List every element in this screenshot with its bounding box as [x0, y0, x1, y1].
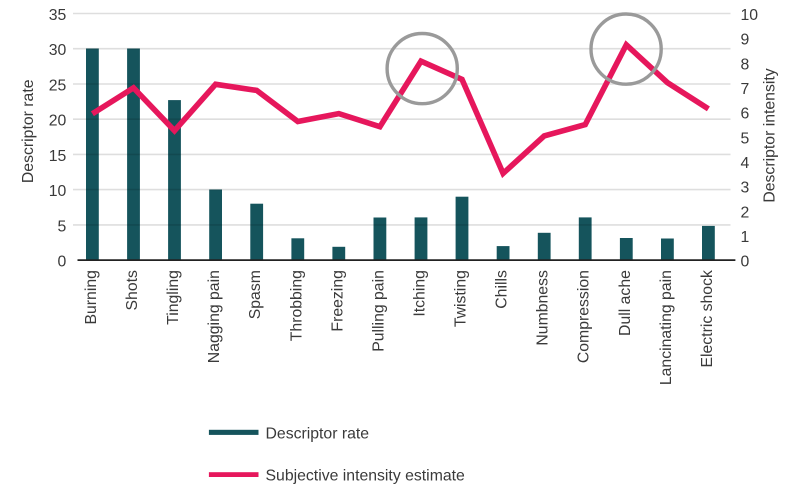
svg-text:Subjective intensity estimate: Subjective intensity estimate [266, 467, 466, 484]
svg-text:Descriptor intensity: Descriptor intensity [762, 68, 779, 202]
svg-text:Electric shock: Electric shock [699, 270, 716, 368]
svg-text:2: 2 [741, 204, 750, 221]
svg-text:4: 4 [741, 155, 750, 172]
svg-text:Tingling: Tingling [165, 270, 182, 325]
svg-text:Numbness: Numbness [535, 270, 552, 346]
svg-text:Throbbing: Throbbing [288, 270, 305, 341]
svg-text:30: 30 [49, 42, 67, 59]
svg-text:Compression: Compression [576, 270, 593, 363]
svg-text:Burning: Burning [83, 270, 100, 324]
svg-text:35: 35 [49, 7, 67, 24]
svg-text:7: 7 [741, 81, 750, 98]
svg-text:Itching: Itching [411, 270, 428, 317]
svg-text:Pulling pain: Pulling pain [370, 270, 387, 352]
svg-text:10: 10 [741, 7, 759, 24]
svg-text:5: 5 [741, 130, 750, 147]
svg-text:Twisting: Twisting [452, 270, 469, 327]
svg-text:Spasm: Spasm [247, 270, 264, 319]
svg-text:0: 0 [58, 254, 67, 271]
svg-text:1: 1 [741, 229, 750, 246]
svg-text:8: 8 [741, 56, 750, 73]
svg-text:5: 5 [58, 218, 67, 235]
svg-text:Lancinating pain: Lancinating pain [658, 270, 675, 385]
svg-text:Shots: Shots [124, 270, 141, 310]
svg-text:3: 3 [741, 180, 750, 197]
svg-text:20: 20 [49, 113, 67, 130]
svg-text:Descriptor rate: Descriptor rate [266, 425, 370, 442]
svg-text:15: 15 [49, 148, 67, 165]
svg-text:Freezing: Freezing [329, 270, 346, 331]
svg-text:Nagging pain: Nagging pain [206, 270, 223, 363]
svg-text:Descriptor rate: Descriptor rate [20, 79, 37, 183]
svg-text:10: 10 [49, 183, 67, 200]
svg-text:25: 25 [49, 77, 67, 94]
svg-text:0: 0 [741, 254, 750, 271]
svg-text:9: 9 [741, 32, 750, 49]
svg-text:6: 6 [741, 106, 750, 123]
svg-text:Chills: Chills [494, 270, 511, 309]
svg-text:Dull ache: Dull ache [617, 270, 634, 336]
